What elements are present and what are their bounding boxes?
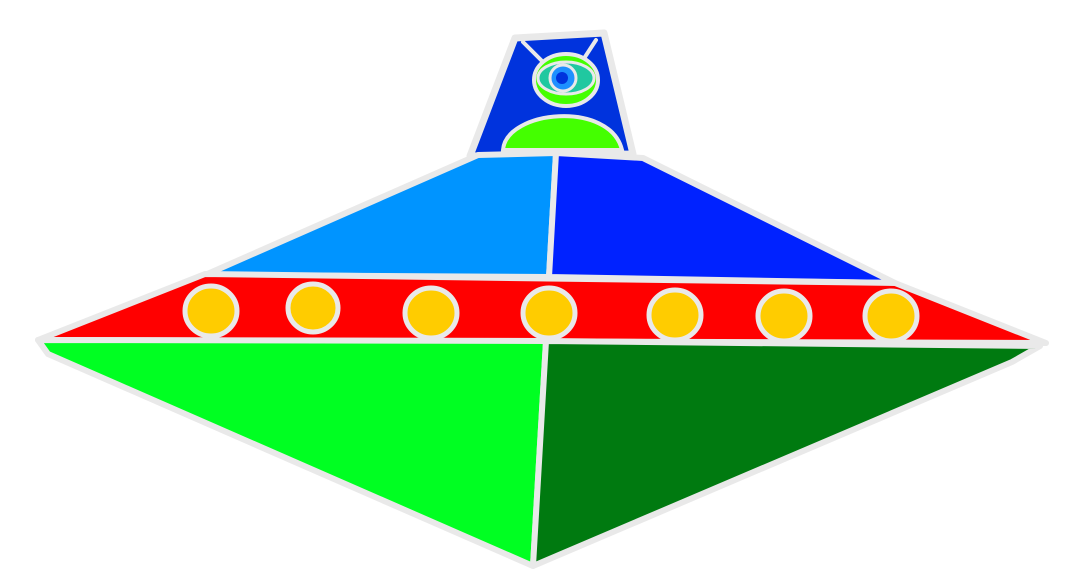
alien-antenna-left <box>521 40 545 64</box>
lower-hull <box>35 337 1043 569</box>
window-2 <box>285 281 341 335</box>
window-4 <box>520 285 578 341</box>
alien-pupil <box>556 72 568 84</box>
ufo-windows <box>182 281 920 344</box>
window-1 <box>182 283 240 339</box>
alien-body <box>500 114 625 152</box>
window-3 <box>402 285 460 341</box>
upper-hull <box>202 150 898 286</box>
cockpit <box>466 29 637 160</box>
window-7 <box>862 288 920 344</box>
upper-left-panel <box>202 150 559 280</box>
window-5 <box>646 287 704 343</box>
lower-left-panel <box>35 337 549 569</box>
upper-right-panel <box>546 150 898 286</box>
lower-right-panel <box>530 338 1043 569</box>
alien-antenna-right <box>581 38 598 62</box>
window-6 <box>755 288 813 344</box>
